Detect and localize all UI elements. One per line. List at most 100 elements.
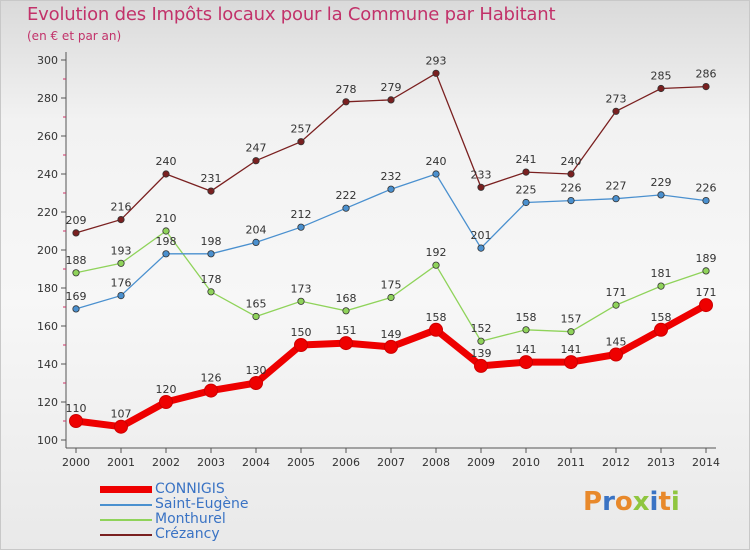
- x-tick-label: 2009: [467, 456, 495, 469]
- data-label: 241: [516, 153, 537, 166]
- data-label: 152: [471, 322, 492, 335]
- data-point: [384, 339, 398, 354]
- data-label: 212: [291, 208, 312, 221]
- data-point: [567, 170, 575, 178]
- legend-swatch: [100, 519, 152, 521]
- data-point: [699, 298, 713, 313]
- data-label: 126: [201, 372, 222, 385]
- data-label: 158: [516, 311, 537, 324]
- y-tick-label: 240: [37, 168, 58, 181]
- data-point: [522, 326, 530, 334]
- logo-letter: i: [649, 487, 659, 517]
- data-label: 226: [561, 182, 582, 195]
- x-tick-label: 2013: [647, 456, 675, 469]
- y-tick-label: 180: [37, 282, 58, 295]
- x-tick-label: 2012: [602, 456, 630, 469]
- data-point: [252, 157, 260, 165]
- data-label: 233: [471, 168, 492, 181]
- legend-item: Crézancy: [100, 526, 360, 542]
- y-tick-label: 140: [37, 358, 58, 371]
- logo-letter: o: [614, 487, 633, 517]
- data-point: [702, 197, 710, 205]
- data-label: 201: [471, 229, 492, 242]
- y-tick-label: 100: [37, 434, 58, 447]
- data-point: [474, 358, 488, 373]
- data-label: 279: [381, 81, 402, 94]
- data-point: [567, 197, 575, 205]
- data-point: [519, 355, 533, 370]
- legend-item: Monthurel: [100, 511, 360, 527]
- logo-letter: x: [632, 487, 650, 517]
- data-label: 165: [246, 298, 267, 311]
- data-point: [432, 69, 440, 77]
- logo-letter: i: [670, 487, 680, 517]
- data-label: 189: [696, 252, 717, 265]
- data-point: [612, 195, 620, 203]
- legend-swatch: [100, 486, 152, 493]
- data-point: [657, 191, 665, 199]
- x-tick-label: 2008: [422, 456, 450, 469]
- data-point: [252, 312, 260, 321]
- data-label: 231: [201, 172, 222, 185]
- x-tick-label: 2000: [62, 456, 90, 469]
- data-label: 151: [336, 324, 357, 337]
- data-point: [207, 187, 215, 195]
- data-label: 150: [291, 326, 312, 339]
- data-point: [432, 261, 440, 269]
- data-point: [69, 414, 83, 428]
- x-tick-label: 2001: [107, 456, 135, 469]
- x-tick-label: 2014: [692, 456, 720, 469]
- data-point: [567, 328, 575, 336]
- chart-title: Evolution des Impôts locaux pour la Comm…: [27, 4, 556, 25]
- data-label: 257: [291, 123, 312, 136]
- data-label: 198: [201, 235, 222, 248]
- x-tick-label: 2006: [332, 456, 360, 469]
- legend: CONNIGIS Saint-Eugène Monthurel Crézancy: [100, 481, 360, 542]
- data-label: 240: [156, 155, 177, 168]
- data-label: 193: [111, 244, 132, 257]
- data-point: [249, 376, 263, 390]
- data-label: 176: [111, 277, 132, 290]
- data-point: [297, 297, 305, 305]
- data-label: 107: [111, 408, 132, 421]
- legend-label: Monthurel: [155, 511, 226, 527]
- data-point: [657, 282, 665, 290]
- y-tick-label: 280: [37, 92, 58, 105]
- data-label: 240: [561, 155, 582, 168]
- data-point: [117, 216, 125, 224]
- data-label: 198: [156, 235, 177, 248]
- data-point: [117, 259, 125, 267]
- data-label: 273: [606, 92, 627, 105]
- y-tick-label: 120: [37, 396, 58, 409]
- data-label: 227: [606, 180, 627, 193]
- data-point: [387, 96, 395, 104]
- data-label: 158: [651, 311, 672, 324]
- data-label: 247: [246, 142, 267, 155]
- data-point: [477, 337, 485, 345]
- data-point: [72, 229, 80, 237]
- y-tick-label: 220: [37, 206, 58, 219]
- data-point: [609, 347, 623, 362]
- data-label: 278: [336, 83, 357, 96]
- data-point: [657, 84, 665, 93]
- data-label: 171: [696, 286, 717, 299]
- data-label: 120: [156, 383, 177, 396]
- data-label: 181: [651, 267, 672, 280]
- x-tick-label: 2003: [197, 456, 225, 469]
- data-point: [204, 383, 218, 398]
- data-label: 285: [651, 70, 672, 83]
- data-label: 171: [606, 286, 627, 299]
- x-tick-label: 2005: [287, 456, 315, 469]
- legend-swatch: [100, 534, 152, 536]
- data-point: [702, 267, 710, 275]
- data-point: [387, 185, 395, 193]
- data-point: [612, 107, 620, 115]
- data-label: 110: [66, 402, 87, 415]
- data-label: 209: [66, 214, 87, 227]
- data-point: [612, 301, 620, 309]
- data-point: [252, 238, 260, 246]
- data-point: [162, 250, 170, 258]
- legend-swatch: [100, 504, 152, 506]
- logo-letter: t: [658, 487, 671, 517]
- data-label: 139: [471, 347, 492, 360]
